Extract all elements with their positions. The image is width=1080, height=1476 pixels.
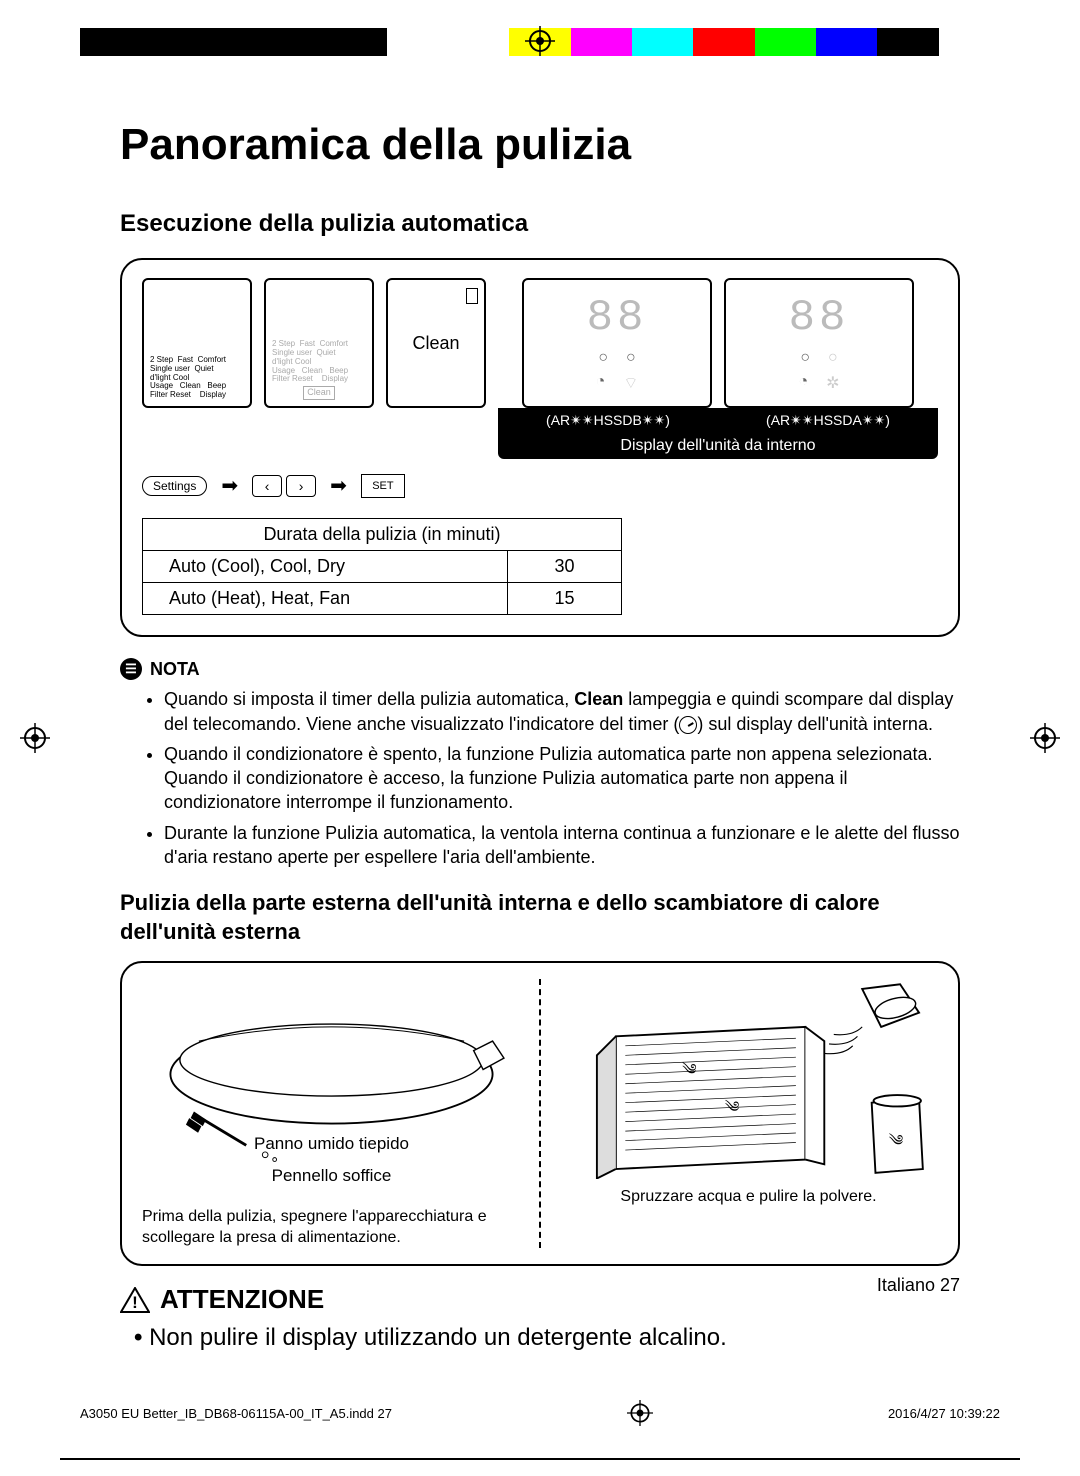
svg-text:༄: ༄ <box>725 1099 739 1116</box>
auto-clean-box: 2 Step Fast Comfort Single user Quiet d'… <box>120 258 960 637</box>
page-title: Panoramica della pulizia <box>120 120 960 170</box>
attenzione-label: ATTENZIONE <box>160 1284 324 1315</box>
note-icon: ☰ <box>120 658 142 680</box>
remote-screen-1: 2 Step Fast Comfort Single user Quiet d'… <box>142 278 252 408</box>
table-row: Auto (Heat), Heat, Fan15 <box>143 583 622 615</box>
timer-icon-small: ◔ <box>596 373 606 393</box>
indd-footer: A3050 EU Better_IB_DB68-06115A-00_IT_A5.… <box>0 1400 1080 1426</box>
attenzione-section: ! ATTENZIONE Non pulire il display utili… <box>120 1284 960 1355</box>
outdoor-caption: Spruzzare acqua e pulire la polvere. <box>620 1187 876 1208</box>
remote-clean-highlight: Clean <box>303 386 335 400</box>
model-b-label: (AR✴✴HSSDA✴✴) <box>766 412 890 429</box>
registration-mark-right <box>1030 723 1060 753</box>
page-number: Italiano 27 <box>877 1275 960 1296</box>
nota-item: Quando si imposta il timer della pulizia… <box>164 687 960 736</box>
soft-brush-label: Pennello soffice <box>272 1165 392 1187</box>
indoor-display-1: 88 ○ ○ ◔ ⌔ <box>522 278 712 408</box>
duration-table: Durata della pulizia (in minuti) Auto (C… <box>142 518 622 615</box>
nota-label: NOTA <box>150 657 200 681</box>
indd-timestamp: 2016/4/27 10:39:22 <box>888 1406 1000 1421</box>
wifi-icon: ⌔ <box>623 373 638 393</box>
registration-mark-top <box>525 26 555 56</box>
model-row: (AR✴✴HSSDB✴✴) (AR✴✴HSSDA✴✴) <box>498 408 938 433</box>
outdoor-unit-cleaning: ༄ ༄ ༄ Spruzzare acqua e pulire la polver… <box>559 979 938 1249</box>
set-button: SET <box>361 474 405 498</box>
cleaning-diagram-box: Panno umido tiepido Pennello soffice Pri… <box>120 961 960 1267</box>
remote-screen-2: 2 Step Fast Comfort Single user Quiet d'… <box>264 278 374 408</box>
seven-segment-icon: 88 <box>789 293 850 343</box>
bottom-rule <box>60 1458 1020 1460</box>
outdoor-unit-illustration: ༄ ༄ ༄ <box>559 979 938 1179</box>
settings-button: Settings <box>142 476 207 496</box>
damp-cloth-label: Panno umido tiepido <box>254 1133 409 1155</box>
svg-text:༄: ༄ <box>889 1132 903 1149</box>
divider <box>539 979 541 1249</box>
nav-right-key: › <box>286 475 316 497</box>
table-header: Durata della pulizia (in minuti) <box>143 519 622 551</box>
attenzione-item: Non pulire il display utilizzando un det… <box>134 1321 960 1355</box>
arrow-icon: ➡ <box>221 473 238 498</box>
warning-icon: ! <box>120 1287 150 1313</box>
svg-text:༄: ༄ <box>682 1061 696 1078</box>
dot-icon: ○ <box>598 349 608 367</box>
clean-label-box: Clean <box>386 278 486 408</box>
table-row: Auto (Cool), Cool, Dry30 <box>143 551 622 583</box>
nota-item: Quando il condizionatore è spento, la fu… <box>164 742 960 815</box>
nota-item: Durante la funzione Pulizia automatica, … <box>164 821 960 870</box>
remote-lines: 2 Step Fast Comfort Single user Quiet d'… <box>150 356 244 400</box>
svg-text:!: ! <box>132 1293 138 1312</box>
indoor-display-2: 88 ○ ○ ◔ ✲ <box>724 278 914 408</box>
arrow-icon: ➡ <box>330 473 347 498</box>
indoor-caption: Prima della pulizia, spegnere l'apparecc… <box>142 1207 521 1249</box>
registration-mark-bottom <box>627 1400 653 1426</box>
dot-icon: ○ <box>800 349 810 367</box>
fan-icon: ✲ <box>826 373 839 393</box>
indd-file-label: A3050 EU Better_IB_DB68-06115A-00_IT_A5.… <box>80 1406 392 1421</box>
section-auto-clean-title: Esecuzione della pulizia automatica <box>120 210 960 238</box>
seven-segment-icon: 88 <box>587 293 648 343</box>
model-a-label: (AR✴✴HSSDB✴✴) <box>546 412 670 429</box>
indoor-display-caption: Display dell'unità da interno <box>498 433 938 459</box>
nota-section: ☰ NOTA Quando si imposta il timer della … <box>120 657 960 869</box>
dot-icon: ○ <box>828 349 838 367</box>
section-external-clean-title: Pulizia della parte esterna dell'unità i… <box>120 889 960 946</box>
dot-icon: ○ <box>626 349 636 367</box>
indoor-unit-cleaning: Panno umido tiepido Pennello soffice Pri… <box>142 979 521 1249</box>
nav-left-key: ‹ <box>252 475 282 497</box>
timer-icon-small: ◔ <box>798 373 808 393</box>
registration-mark-left <box>20 723 50 753</box>
button-sequence: Settings ➡ ‹ › ➡ SET <box>142 473 938 498</box>
